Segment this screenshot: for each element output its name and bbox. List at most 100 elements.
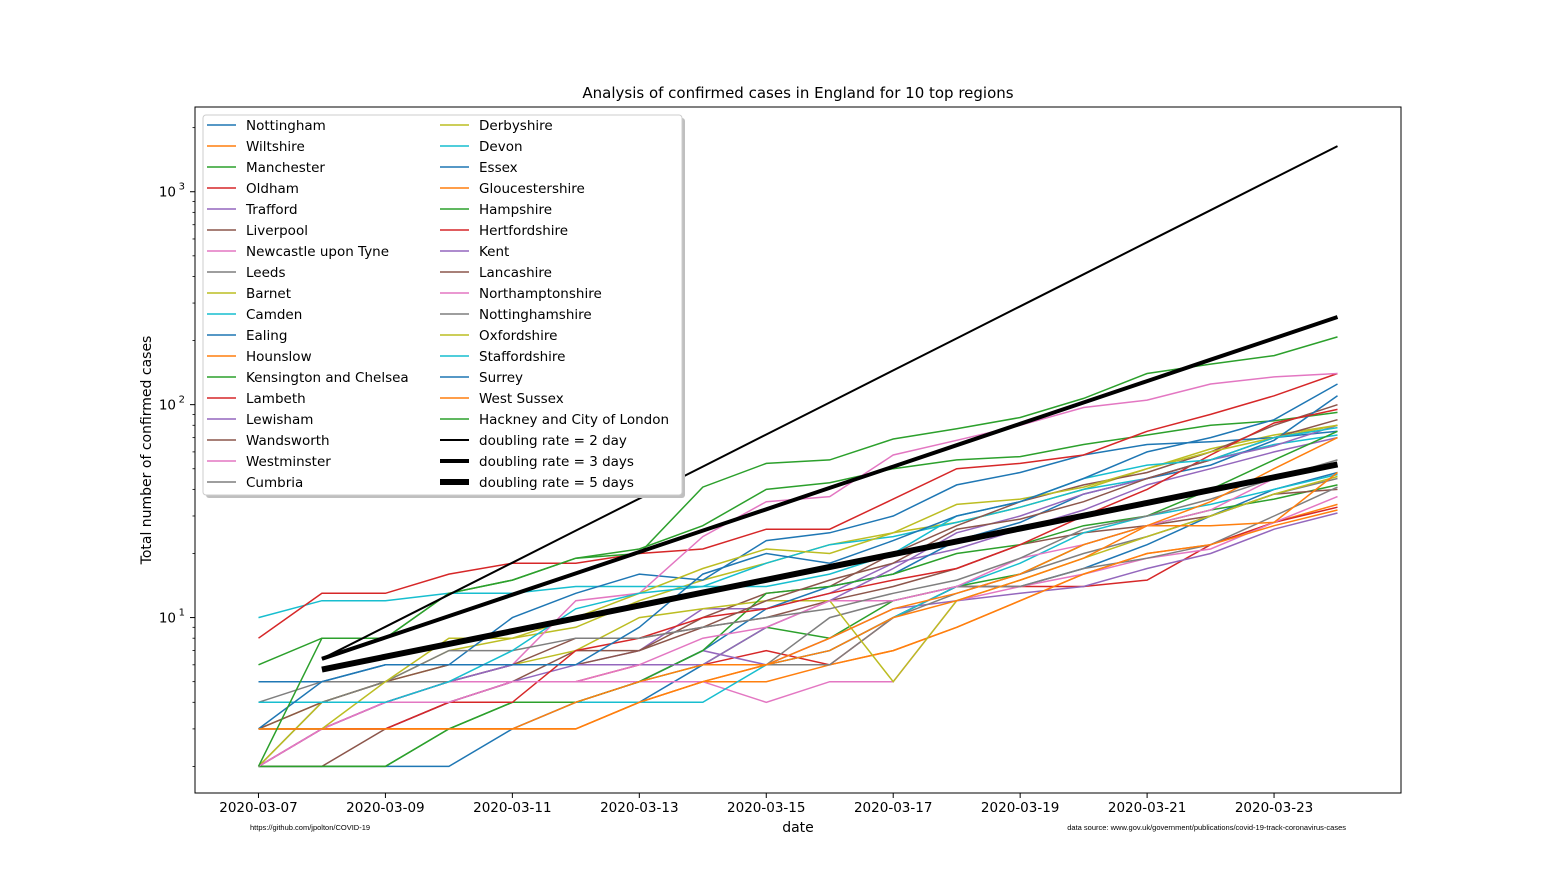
legend-entry-lewisham: Lewisham <box>207 412 313 428</box>
legend-entry-trafford: Trafford <box>207 202 298 218</box>
legend-entry-wiltshire: Wiltshire <box>207 139 305 155</box>
legend-label: Westminster <box>246 454 331 470</box>
legend-label: Lewisham <box>246 412 313 428</box>
legend-entry-hackney-and-city-of-london: Hackney and City of London <box>440 412 669 428</box>
legend-label: Hertfordshire <box>479 223 568 239</box>
legend-label: doubling rate = 5 days <box>479 475 634 491</box>
x-tick-label: 2020-03-15 <box>727 800 805 816</box>
legend-label: Gloucestershire <box>479 181 585 197</box>
legend-label: West Sussex <box>479 391 564 407</box>
legend-label: doubling rate = 3 days <box>479 454 634 470</box>
legend-entry-barnet: Barnet <box>207 286 291 302</box>
legend: Nottingham Wiltshire Manchester Oldham Traff… <box>202 114 685 498</box>
x-tick-label: 2020-03-11 <box>473 800 551 816</box>
legend-entry-ealing: Ealing <box>207 328 287 344</box>
x-tick-label: 2020-03-17 <box>854 800 932 816</box>
legend-label: Wiltshire <box>246 139 305 155</box>
legend-frame <box>202 114 683 496</box>
legend-label: Camden <box>246 307 302 323</box>
legend-label: Staffordshire <box>479 349 565 365</box>
legend-label: Liverpool <box>246 223 308 239</box>
legend-label: Derbyshire <box>479 118 553 134</box>
legend-entry-surrey: Surrey <box>440 370 523 386</box>
legend-label: Hounslow <box>246 349 312 365</box>
legend-entry-lambeth: Lambeth <box>207 391 306 407</box>
legend-label: Wandsworth <box>246 433 330 449</box>
plot-frame <box>194 106 1402 794</box>
legend-label: Ealing <box>246 328 287 344</box>
y-tick-label: 10 <box>159 185 176 201</box>
legend-entry-oldham: Oldham <box>207 181 299 197</box>
legend-entry-west-sussex: West Sussex <box>440 391 564 407</box>
legend-entry-manchester: Manchester <box>207 160 325 176</box>
reference-line-doubling-rate-5-days <box>321 461 1339 673</box>
series-line-west-sussex <box>258 436 1338 730</box>
x-tick-label: 2020-03-21 <box>1108 800 1186 816</box>
series-layer <box>257 145 1339 768</box>
legend-entry-lancashire: Lancashire <box>440 265 552 281</box>
x-tick-label: 2020-03-09 <box>346 800 424 816</box>
legend-entry-doubling-rate-5-days: doubling rate = 5 days <box>440 475 634 491</box>
series-line-lancashire <box>258 418 1338 730</box>
legend-entry-wandsworth: Wandsworth <box>207 433 330 449</box>
legend-entry-newcastle-upon-tyne: Newcastle upon Tyne <box>207 244 389 260</box>
legend-label: Nottingham <box>246 118 326 134</box>
y-tick-label: 10 <box>159 398 176 414</box>
legend-label: Barnet <box>246 286 291 302</box>
legend-entry-kent: Kent <box>440 244 509 260</box>
legend-entry-doubling-rate-3-days: doubling rate = 3 days <box>440 454 634 470</box>
series-line-surrey <box>258 383 1338 730</box>
y-tick-exponent: 1 <box>179 608 185 619</box>
legend-entry-nottingham: Nottingham <box>207 118 326 134</box>
legend-label: Nottinghamshire <box>479 307 592 323</box>
legend-entry-hampshire: Hampshire <box>440 202 552 218</box>
x-tick-label: 2020-03-23 <box>1235 800 1313 816</box>
x-tick-label: 2020-03-19 <box>981 800 1059 816</box>
legend-entry-northamptonshire: Northamptonshire <box>440 286 602 302</box>
legend-entry-gloucestershire: Gloucestershire <box>440 181 585 197</box>
x-axis: 2020-03-07 2020-03-09 2020-03-11 2020-03-13… <box>219 793 1313 816</box>
legend-entry-staffordshire: Staffordshire <box>440 349 565 365</box>
legend-label: Essex <box>479 160 518 176</box>
legend-label: Surrey <box>479 370 523 386</box>
y-tick-exponent: 2 <box>179 395 185 406</box>
legend-entry-hounslow: Hounslow <box>207 349 312 365</box>
legend-entry-kensington-and-chelsea: Kensington and Chelsea <box>207 370 409 386</box>
legend-label: Devon <box>479 139 523 155</box>
credit-left: https://github.com/jpolton/COVID-19 <box>250 823 370 832</box>
legend-label: doubling rate = 2 day <box>479 433 627 449</box>
legend-entry-cumbria: Cumbria <box>207 475 303 491</box>
legend-entry-doubling-rate-2-day: doubling rate = 2 day <box>440 433 627 449</box>
legend-entry-nottinghamshire: Nottinghamshire <box>440 307 592 323</box>
series-line-lambeth <box>258 372 1338 639</box>
legend-entry-oxfordshire: Oxfordshire <box>440 328 557 344</box>
x-tick-label: 2020-03-07 <box>219 800 297 816</box>
legend-label: Trafford <box>245 202 298 218</box>
legend-label: Hackney and City of London <box>479 412 669 428</box>
series-line-northamptonshire <box>258 464 1338 768</box>
credit-right: data source: www.gov.uk/government/publi… <box>1067 823 1346 832</box>
legend-label: Lancashire <box>479 265 552 281</box>
legend-label: Cumbria <box>246 475 303 491</box>
legend-entry-leeds: Leeds <box>207 265 286 281</box>
legend-entry-devon: Devon <box>440 139 523 155</box>
legend-entry-westminster: Westminster <box>207 454 331 470</box>
legend-label: Lambeth <box>246 391 306 407</box>
legend-label: Newcastle upon Tyne <box>246 244 389 260</box>
reference-line-doubling-rate-3-days <box>321 315 1339 661</box>
legend-label: Leeds <box>246 265 286 281</box>
legend-label: Kent <box>479 244 509 260</box>
reference-line-doubling-rate-2-day <box>321 145 1338 660</box>
legend-entry-derbyshire: Derbyshire <box>440 118 553 134</box>
legend-label: Manchester <box>246 160 325 176</box>
series-line-nottinghamshire <box>258 459 1338 704</box>
y-tick-label: 10 <box>159 611 176 627</box>
legend-label: Hampshire <box>479 202 552 218</box>
series-line-hertfordshire <box>258 408 1338 730</box>
legend-entry-liverpool: Liverpool <box>207 223 308 239</box>
y-axis-label: Total number of confirmed cases <box>139 336 155 566</box>
x-tick-label: 2020-03-13 <box>600 800 678 816</box>
y-tick-exponent: 3 <box>179 182 185 193</box>
